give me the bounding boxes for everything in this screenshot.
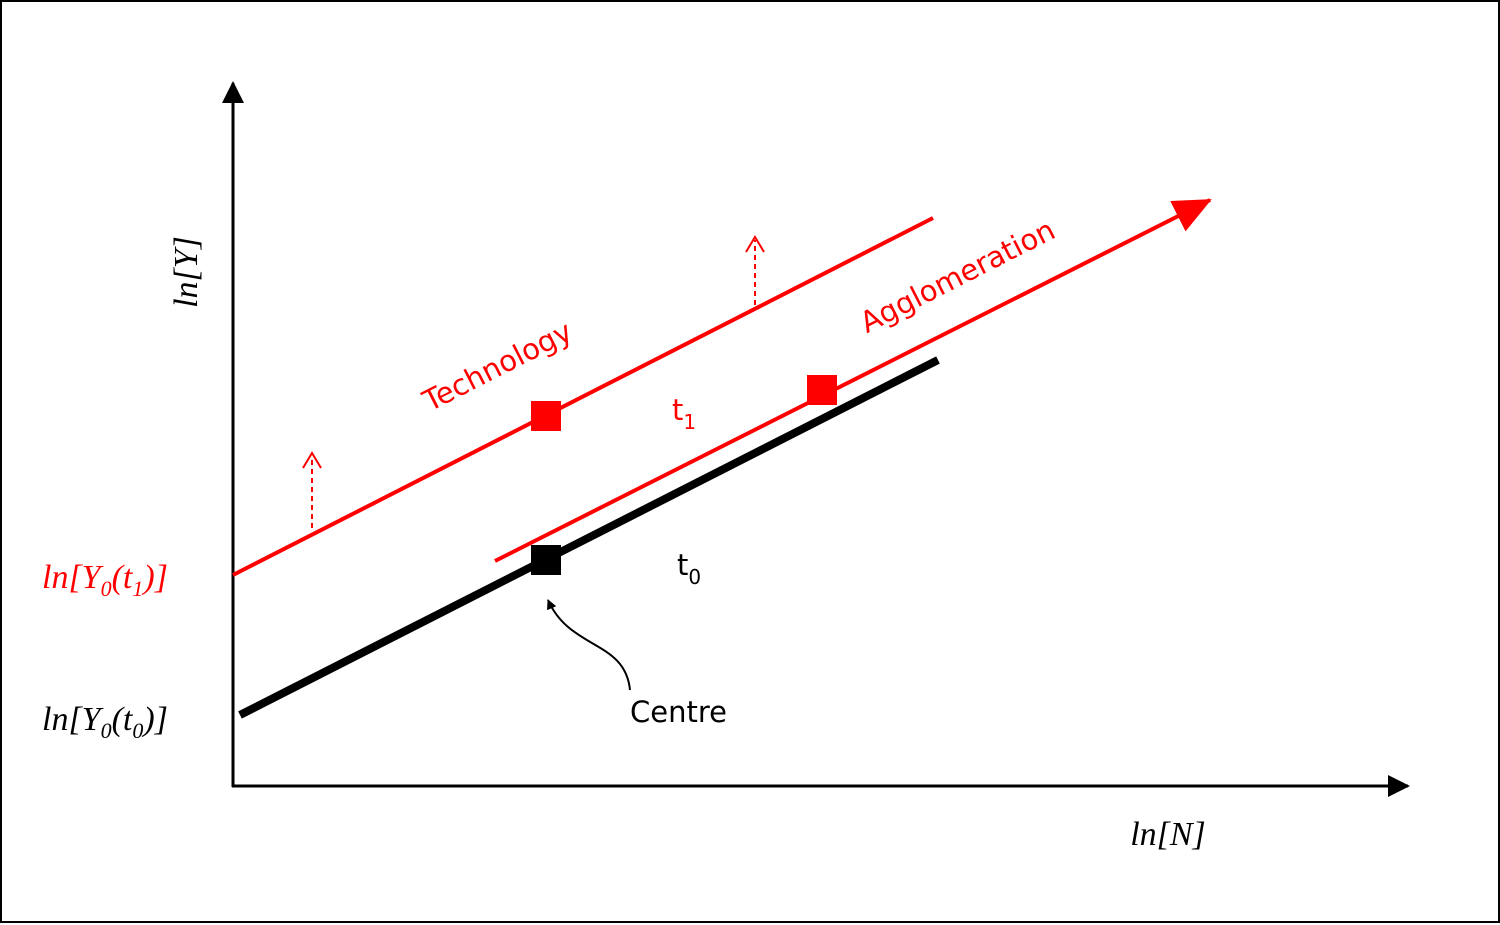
t0-line [238, 356, 940, 719]
t1-label: t1 [672, 393, 696, 434]
t0-label: t0 [677, 548, 701, 589]
intercept-t0: ln[Y0(t0)] [42, 701, 168, 743]
x-axis-label: ln[N] [1130, 816, 1206, 853]
intercept-t1: ln[Y0(t1)] [42, 559, 168, 601]
centre-label: Centre [630, 695, 727, 729]
agglomeration-arrow [494, 198, 1212, 563]
technology-point [531, 401, 561, 431]
technology-line [232, 216, 934, 577]
agglomeration-point [807, 375, 837, 405]
shift-arrows [302, 235, 765, 528]
y-axis-label: ln[Y] [168, 236, 205, 308]
centre-arrow [547, 599, 631, 691]
centre-point [531, 545, 561, 575]
